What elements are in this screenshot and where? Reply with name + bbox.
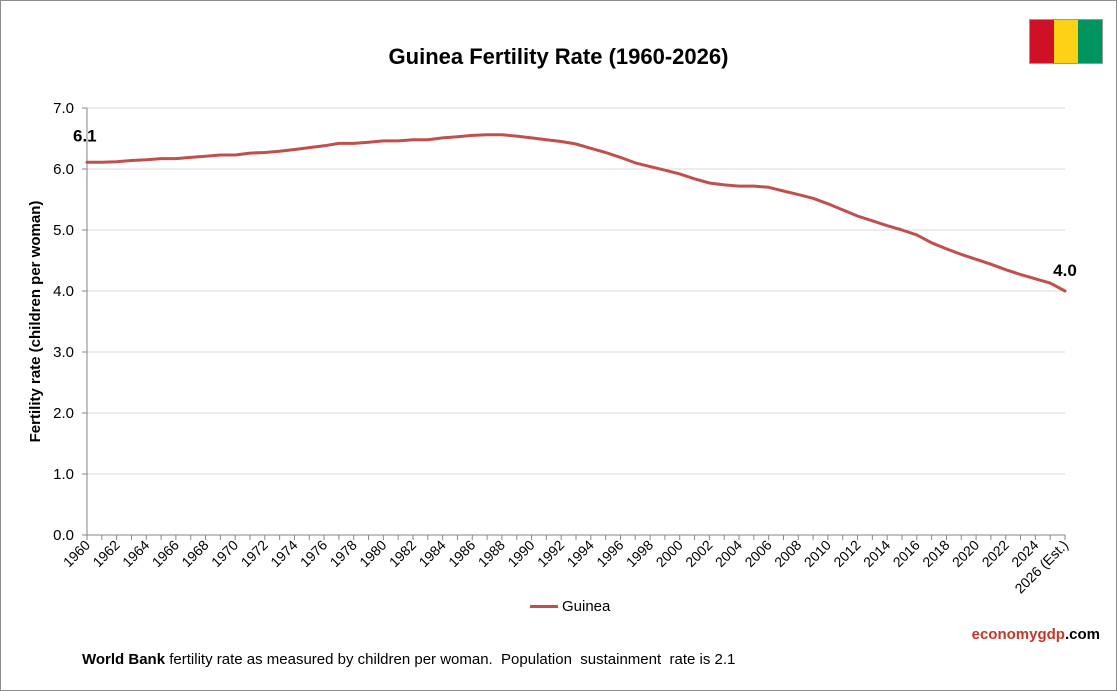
y-tick-label: 2.0 bbox=[53, 405, 74, 422]
x-tick-label: 2020 bbox=[949, 537, 982, 570]
guinea-flag-icon bbox=[1029, 19, 1103, 64]
axes bbox=[82, 107, 1066, 540]
x-tick-label: 1982 bbox=[386, 537, 419, 570]
flag-stripe-yellow bbox=[1054, 20, 1078, 63]
x-tick-label: 1996 bbox=[593, 537, 626, 570]
source-bold: World Bank bbox=[82, 651, 166, 668]
y-axis-label: Fertility rate (children per woman) bbox=[27, 201, 44, 443]
data-label: 4.0 bbox=[1053, 261, 1077, 280]
gridlines bbox=[87, 107, 1065, 475]
x-tick-label: 1970 bbox=[208, 537, 241, 570]
brand-part1: economy bbox=[971, 626, 1038, 643]
x-tick-label: 2002 bbox=[682, 537, 715, 570]
x-tick-label: 2022 bbox=[979, 537, 1012, 570]
legend: Guinea bbox=[530, 597, 610, 615]
x-tick-label: 2016 bbox=[890, 537, 923, 570]
y-tick-label: 3.0 bbox=[53, 344, 74, 361]
x-tick-label: 2000 bbox=[653, 537, 686, 570]
x-tick-label: 1984 bbox=[415, 537, 448, 570]
x-tick-label: 1992 bbox=[534, 537, 567, 570]
y-tick-label: 0.0 bbox=[53, 527, 74, 544]
x-tick-label: 2012 bbox=[830, 537, 863, 570]
x-tick-label: 1964 bbox=[119, 537, 152, 570]
x-tick-label: 2014 bbox=[860, 537, 893, 570]
line-chart: 0.0 1.0 2.0 3.0 4.0 5.0 6.0 7.0 196019621964196… bbox=[27, 100, 1077, 597]
x-tick-labels: 1960196219641966196819701972197419761978… bbox=[60, 537, 1071, 597]
x-tick-label: 1980 bbox=[356, 537, 389, 570]
x-tick-label: 2004 bbox=[712, 537, 745, 570]
x-tick-label: 1966 bbox=[149, 537, 182, 570]
x-tick-label: 1986 bbox=[445, 537, 478, 570]
brand-part2: gdp bbox=[1037, 626, 1065, 643]
y-tick-label: 7.0 bbox=[53, 100, 74, 117]
series-layer bbox=[85, 133, 1067, 293]
y-tick-label: 6.0 bbox=[53, 161, 74, 178]
y-tick-label: 4.0 bbox=[53, 283, 74, 300]
x-tick-label: 1988 bbox=[475, 537, 508, 570]
y-tick-label: 5.0 bbox=[53, 222, 74, 239]
brand-part3: .com bbox=[1064, 626, 1100, 643]
data-label: 6.1 bbox=[73, 126, 97, 145]
x-tick-label: 1978 bbox=[327, 537, 360, 570]
brand-logo: economygdp.com bbox=[972, 626, 1100, 643]
x-tick-label: 1994 bbox=[564, 537, 597, 570]
x-tick-label: 2006 bbox=[741, 537, 774, 570]
flag-stripe-red bbox=[1030, 20, 1054, 63]
x-tick-label: 1998 bbox=[623, 537, 656, 570]
x-tick-label: 2018 bbox=[919, 537, 952, 570]
chart-title: Guinea Fertility Rate (1960-2026) bbox=[388, 44, 729, 69]
x-tick-label: 1990 bbox=[504, 537, 537, 570]
x-tick-label: 1962 bbox=[89, 537, 122, 570]
flag-stripe-green bbox=[1078, 20, 1102, 63]
x-tick-label: 1968 bbox=[178, 537, 211, 570]
x-tick-label: 1974 bbox=[267, 537, 300, 570]
y-tick-labels: 0.0 1.0 2.0 3.0 4.0 5.0 6.0 7.0 bbox=[53, 100, 74, 544]
x-tick-label: 2010 bbox=[801, 537, 834, 570]
x-tick-label: 1976 bbox=[297, 537, 330, 570]
x-tick-label: 2008 bbox=[771, 537, 804, 570]
series-line-guinea bbox=[85, 133, 1067, 293]
annotations: 6.1 4.0 bbox=[73, 126, 1077, 280]
source-text: fertility rate as measured by children p… bbox=[165, 651, 736, 668]
legend-label: Guinea bbox=[562, 597, 611, 615]
legend-swatch bbox=[530, 604, 558, 608]
y-tick-label: 1.0 bbox=[53, 466, 74, 483]
x-tick-label: 1972 bbox=[238, 537, 271, 570]
source-note: World Bank fertility rate as measured by… bbox=[82, 651, 735, 668]
